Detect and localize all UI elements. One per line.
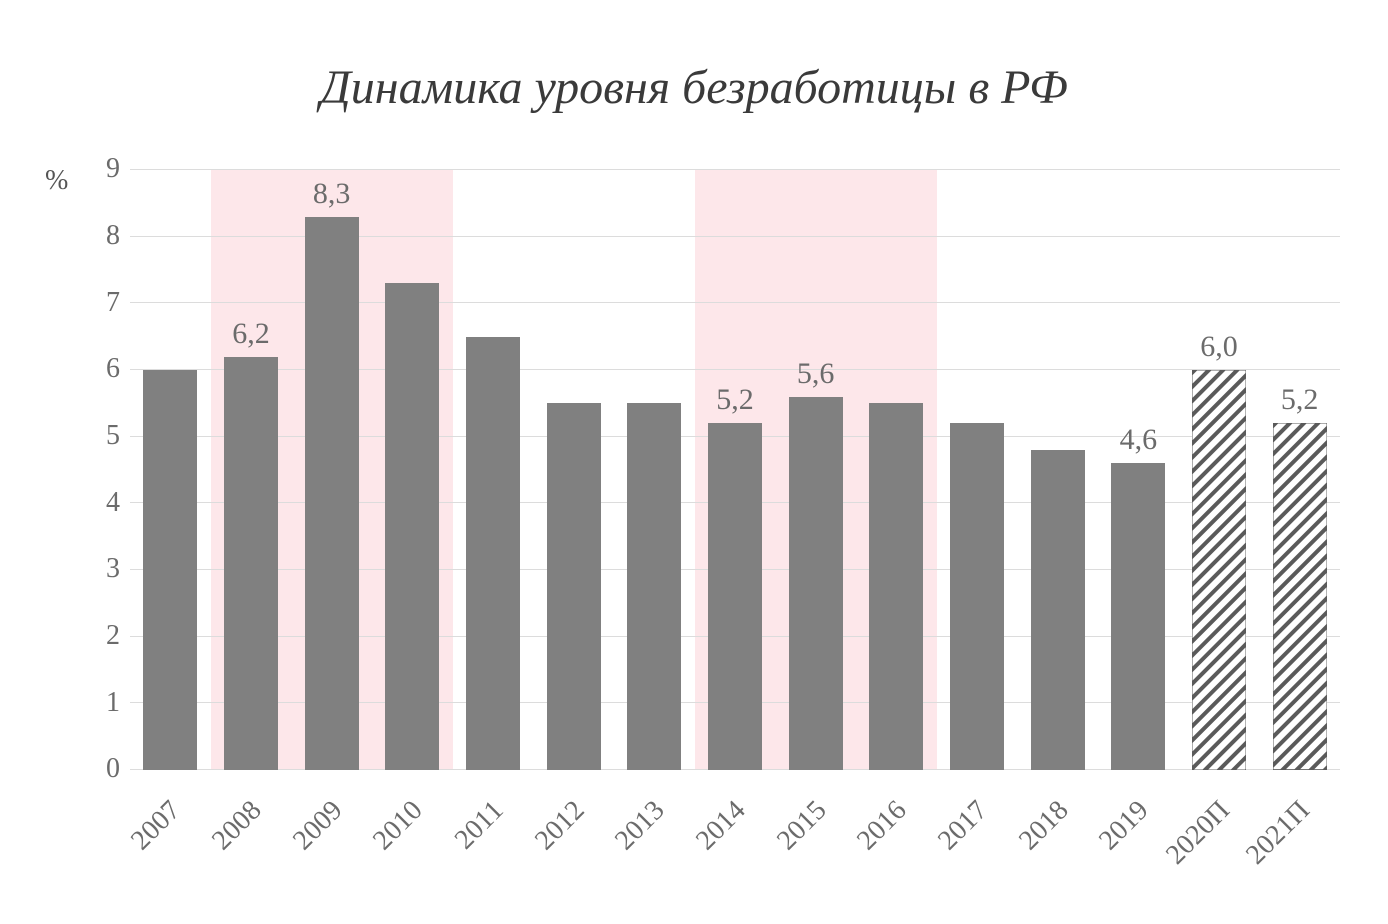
page-root: Динамика уровня безработицы в РФ % 6,2 8,… [0, 0, 1388, 924]
x-tick-label: 2016 [851, 795, 913, 857]
bar-slot [614, 170, 695, 770]
bar-value-label: 5,6 [775, 357, 856, 391]
y-tick-label: 5 [80, 420, 120, 452]
bar [869, 403, 923, 770]
bar [466, 337, 520, 770]
bar-slot [856, 170, 937, 770]
x-tick-label: 2007 [125, 795, 187, 857]
bar-slot [453, 170, 534, 770]
bar-slot: 6,0 [1179, 170, 1260, 770]
bar-slot: 6,2 [211, 170, 292, 770]
x-tick-label: 2020П [1160, 795, 1237, 872]
x-tick-label: 2011 [449, 795, 510, 856]
bar-value-label: 5,2 [695, 383, 776, 417]
bar [143, 370, 197, 770]
bar-value-label: 6,2 [211, 317, 292, 351]
y-tick-label: 1 [80, 687, 120, 719]
plot-area: 6,28,35,25,64,66,05,2 [130, 170, 1340, 770]
y-tick-label: 9 [80, 153, 120, 185]
x-tick-label: 2018 [1013, 795, 1075, 857]
bar-value-label: 5,2 [1259, 383, 1340, 417]
bar [708, 423, 762, 770]
y-tick-label: 6 [80, 353, 120, 385]
bars-container: 6,28,35,25,64,66,05,2 [130, 170, 1340, 770]
x-tick-label: 2008 [206, 795, 268, 857]
bar [1031, 450, 1085, 770]
x-tick-label: 2012 [529, 795, 591, 857]
x-tick-label: 2009 [287, 795, 349, 857]
x-tick-label: 2019 [1093, 795, 1155, 857]
bar-slot: 5,6 [775, 170, 856, 770]
x-tick-label: 2010 [367, 795, 429, 857]
bar-slot: 5,2 [1259, 170, 1340, 770]
bar [789, 397, 843, 770]
y-tick-label: 2 [80, 620, 120, 652]
bar [385, 283, 439, 770]
bar-value-label: 8,3 [291, 177, 372, 211]
bar [224, 357, 278, 770]
yaxis-unit-label: % [45, 165, 68, 197]
bar-value-label: 6,0 [1179, 330, 1260, 364]
x-axis-labels: 2007200820092010201120122013201420152016… [130, 770, 1340, 910]
bar-slot: 5,2 [695, 170, 776, 770]
bar-slot: 4,6 [1098, 170, 1179, 770]
bar-value-label: 4,6 [1098, 423, 1179, 457]
bar-slot [533, 170, 614, 770]
bar [950, 423, 1004, 770]
x-tick-label: 2017 [932, 795, 994, 857]
bar-slot: 8,3 [291, 170, 372, 770]
y-tick-label: 4 [80, 487, 120, 519]
bar [627, 403, 681, 770]
y-tick-label: 8 [80, 220, 120, 252]
y-tick-label: 7 [80, 287, 120, 319]
x-tick-label: 2015 [771, 795, 833, 857]
bar [547, 403, 601, 770]
y-tick-label: 0 [80, 753, 120, 785]
x-tick-label: 2021П [1240, 795, 1317, 872]
bar [1111, 463, 1165, 770]
bar [1273, 423, 1327, 770]
y-tick-label: 3 [80, 553, 120, 585]
bar [305, 217, 359, 770]
bar-slot [130, 170, 211, 770]
bar-slot [372, 170, 453, 770]
x-tick-label: 2014 [690, 795, 752, 857]
x-tick-label: 2013 [609, 795, 671, 857]
bar-slot [1017, 170, 1098, 770]
bar [1192, 370, 1246, 770]
chart-title: Динамика уровня безработицы в РФ [0, 60, 1388, 115]
bar-slot [937, 170, 1018, 770]
